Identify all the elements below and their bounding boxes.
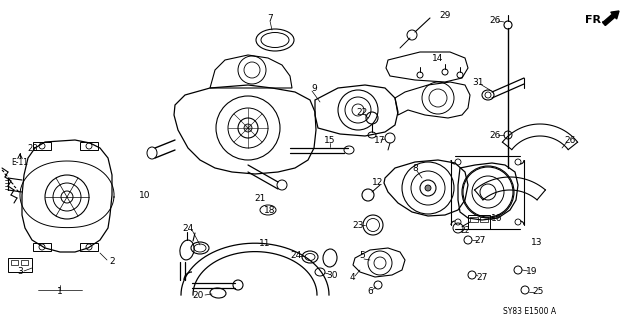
Text: 25: 25 [533,287,544,297]
Text: SY83 E1500 A: SY83 E1500 A [503,308,557,316]
Text: 13: 13 [531,237,543,246]
Bar [468,215,490,229]
Text: 21: 21 [254,194,266,203]
Bar [33,243,51,251]
Text: 16: 16 [491,213,503,222]
Text: 18: 18 [264,205,276,214]
Text: 27: 27 [475,236,485,244]
Text: 17: 17 [375,135,386,145]
Bar [470,217,478,222]
Text: 4: 4 [349,274,355,283]
Text: 14: 14 [433,53,444,62]
Text: 8: 8 [412,164,418,172]
Text: 22: 22 [356,108,368,116]
Text: 3: 3 [17,268,23,276]
Text: 22: 22 [461,226,469,235]
Bar [11,260,18,265]
Text: FR.: FR. [585,15,606,25]
Text: 11: 11 [259,238,271,247]
Bar [480,217,488,222]
Text: 27: 27 [476,273,488,282]
Text: 1: 1 [57,287,63,297]
Text: 24: 24 [182,223,194,233]
Bar [80,142,98,150]
Text: 15: 15 [324,135,336,145]
Text: 28: 28 [27,143,38,153]
Bar [21,260,28,265]
Text: 12: 12 [372,178,383,187]
FancyArrow shape [603,11,619,26]
Text: 9: 9 [311,84,317,92]
Text: E-11: E-11 [11,157,29,166]
Bar [33,142,51,150]
Circle shape [244,124,252,132]
Text: 2: 2 [109,258,115,267]
Circle shape [425,185,431,191]
Text: 23: 23 [352,220,364,229]
Text: 20: 20 [192,291,204,300]
Text: 5: 5 [359,252,365,260]
Text: 24: 24 [290,251,302,260]
Text: 31: 31 [472,77,483,86]
Text: 30: 30 [326,270,338,279]
Text: 26: 26 [489,131,501,140]
Text: 10: 10 [140,190,151,199]
Text: 7: 7 [267,13,273,22]
Text: 6: 6 [367,287,373,297]
Bar [8,258,32,272]
Text: 26: 26 [489,15,501,25]
Bar [80,243,98,251]
Text: 29: 29 [440,11,451,20]
Text: 26: 26 [564,135,576,145]
Text: 19: 19 [526,268,538,276]
